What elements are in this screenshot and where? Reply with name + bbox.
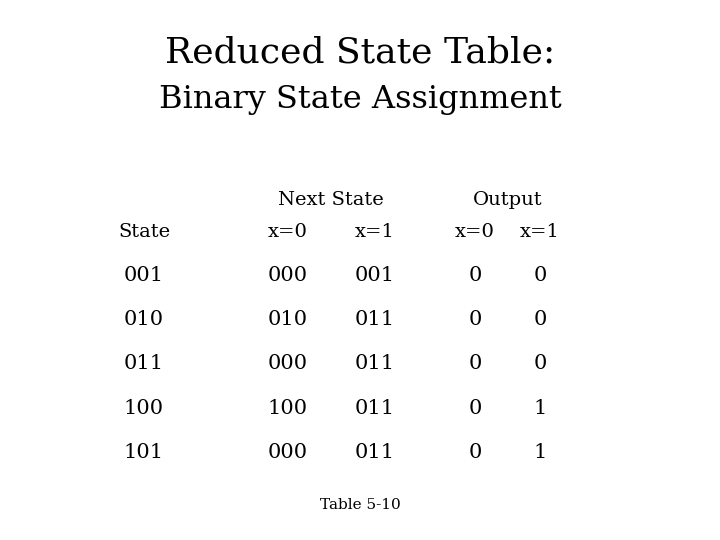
Text: x=0: x=0 [268, 223, 308, 241]
Text: 0: 0 [469, 266, 482, 285]
Text: 0: 0 [534, 310, 546, 329]
Text: 001: 001 [354, 266, 395, 285]
Text: 0: 0 [534, 266, 546, 285]
Text: 101: 101 [124, 443, 164, 462]
Text: 100: 100 [268, 399, 308, 418]
Text: Table 5-10: Table 5-10 [320, 498, 400, 512]
Text: 0: 0 [469, 310, 482, 329]
Text: 010: 010 [268, 310, 308, 329]
Text: Next State: Next State [279, 191, 384, 209]
Text: 000: 000 [268, 443, 308, 462]
Text: 100: 100 [124, 399, 164, 418]
Text: Binary State Assignment: Binary State Assignment [158, 84, 562, 114]
Text: 011: 011 [124, 354, 164, 374]
Text: 011: 011 [354, 310, 395, 329]
Text: 0: 0 [469, 399, 482, 418]
Text: 0: 0 [534, 354, 546, 374]
Text: State: State [118, 223, 170, 241]
Text: Output: Output [473, 191, 542, 209]
Text: 000: 000 [268, 354, 308, 374]
Text: 011: 011 [354, 443, 395, 462]
Text: 011: 011 [354, 354, 395, 374]
Text: 010: 010 [124, 310, 164, 329]
Text: Reduced State Table:: Reduced State Table: [165, 35, 555, 69]
Text: 0: 0 [469, 443, 482, 462]
Text: x=1: x=1 [354, 223, 395, 241]
Text: x=0: x=0 [455, 223, 495, 241]
Text: 1: 1 [534, 399, 546, 418]
Text: 0: 0 [469, 354, 482, 374]
Text: x=1: x=1 [520, 223, 560, 241]
Text: 001: 001 [124, 266, 164, 285]
Text: 000: 000 [268, 266, 308, 285]
Text: 1: 1 [534, 443, 546, 462]
Text: 011: 011 [354, 399, 395, 418]
